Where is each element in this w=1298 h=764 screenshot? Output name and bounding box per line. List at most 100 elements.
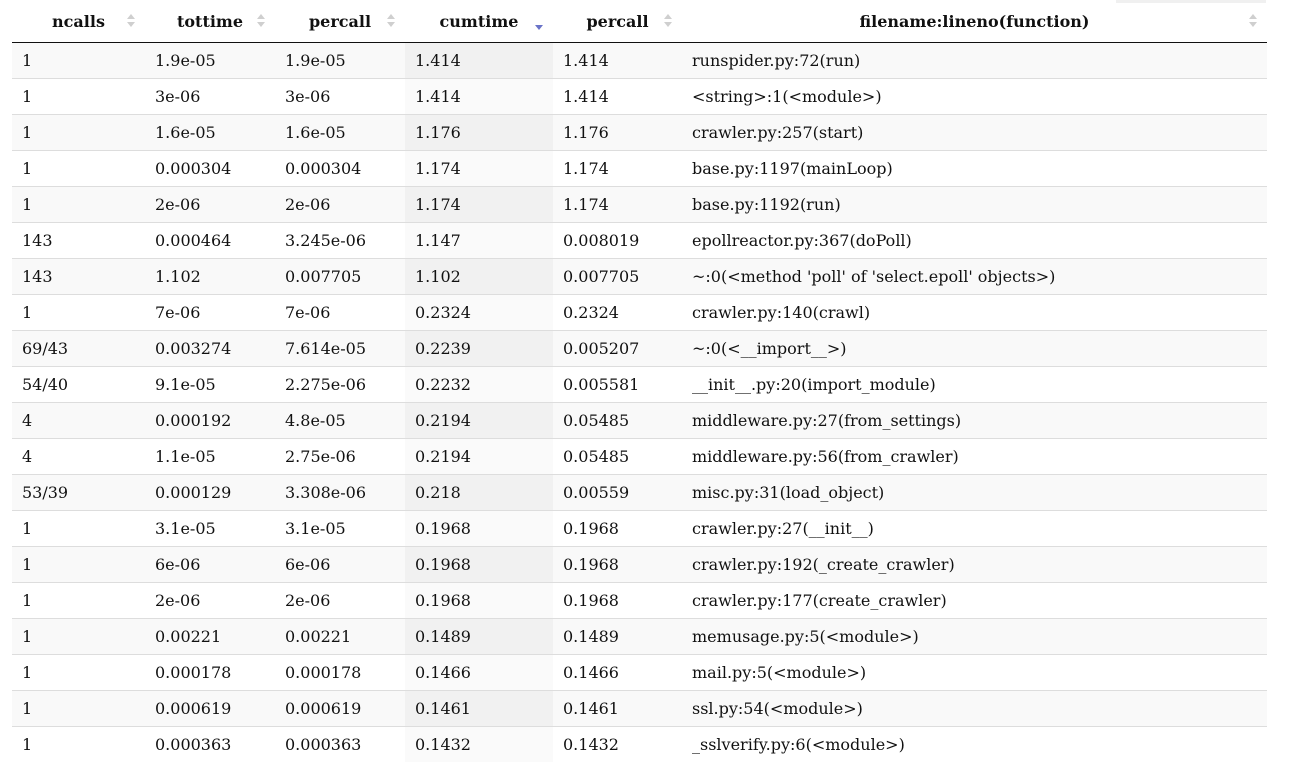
- cell-percall: 0.007705: [275, 258, 405, 295]
- cell-cumtime: 0.2324: [405, 294, 553, 331]
- cell-ncalls: 1: [12, 186, 145, 223]
- cell-percall-cum: 1.414: [553, 78, 682, 115]
- table-row: 1 1.9e-05 1.9e-05 1.414 1.414 runspider.py:72…: [12, 42, 1267, 79]
- table-row: 1 0.000619 0.000619 0.1461 0.1461 ssl.py:54(<…: [12, 690, 1267, 727]
- table-row: 69/43 0.003274 7.614e-05 0.2239 0.005207 ~:0(…: [12, 330, 1267, 367]
- table-row: 4 1.1e-05 2.75e-06 0.2194 0.05485 middleware.…: [12, 438, 1267, 475]
- table-row: 1 2e-06 2e-06 0.1968 0.1968 crawler.py:177(cr…: [12, 582, 1267, 619]
- column-header-cumtime[interactable]: cumtime: [405, 0, 553, 43]
- cell-ncalls: 1: [12, 294, 145, 331]
- cell-filename-lineno-function: crawler.py:140(crawl): [682, 294, 1267, 331]
- sort-icon[interactable]: [127, 14, 135, 30]
- cell-ncalls: 4: [12, 402, 145, 439]
- column-header-percall-cum[interactable]: percall: [553, 0, 682, 43]
- column-header-tottime[interactable]: tottime: [145, 0, 275, 43]
- cell-percall-cum: 0.1489: [553, 618, 682, 655]
- cell-cumtime: 0.1968: [405, 582, 553, 619]
- cell-percall-cum: 1.176: [553, 114, 682, 151]
- cell-percall: 3.245e-06: [275, 222, 405, 259]
- cell-filename-lineno-function: middleware.py:27(from_settings): [682, 402, 1267, 439]
- cell-filename-lineno-function: crawler.py:192(_create_crawler): [682, 546, 1267, 583]
- table-row: 1 0.000304 0.000304 1.174 1.174 base.py:1197(…: [12, 150, 1267, 187]
- cell-filename-lineno-function: ~:0(<method 'poll' of 'select.epoll' obj…: [682, 258, 1267, 295]
- sort-descending-icon[interactable]: [535, 14, 543, 30]
- cell-cumtime: 0.2232: [405, 366, 553, 403]
- column-header-label: cumtime: [439, 11, 519, 31]
- column-header-percall[interactable]: percall: [275, 0, 405, 43]
- cell-cumtime: 0.1432: [405, 726, 553, 762]
- cell-cumtime: 0.1461: [405, 690, 553, 727]
- cell-tottime: 1.6e-05: [145, 114, 275, 151]
- cell-ncalls: 54/40: [12, 366, 145, 403]
- cell-percall: 7.614e-05: [275, 330, 405, 367]
- cell-cumtime: 0.2194: [405, 438, 553, 475]
- cell-tottime: 0.003274: [145, 330, 275, 367]
- cell-cumtime: 0.1489: [405, 618, 553, 655]
- cell-percall: 2.275e-06: [275, 366, 405, 403]
- cell-cumtime: 1.174: [405, 186, 553, 223]
- column-header-label: ncalls: [52, 11, 105, 31]
- cell-tottime: 0.000619: [145, 690, 275, 727]
- cell-tottime: 0.00221: [145, 618, 275, 655]
- cell-percall-cum: 0.1968: [553, 582, 682, 619]
- cell-cumtime: 0.2239: [405, 330, 553, 367]
- sort-icon[interactable]: [387, 14, 395, 30]
- cell-filename-lineno-function: ssl.py:54(<module>): [682, 690, 1267, 727]
- table-row: 1 3.1e-05 3.1e-05 0.1968 0.1968 crawler.py:27…: [12, 510, 1267, 547]
- cell-tottime: 9.1e-05: [145, 366, 275, 403]
- sort-icon[interactable]: [664, 14, 672, 30]
- cell-tottime: 0.000178: [145, 654, 275, 691]
- cell-ncalls: 1: [12, 690, 145, 727]
- cell-percall-cum: 1.174: [553, 150, 682, 187]
- cell-percall-cum: 0.2324: [553, 294, 682, 331]
- cell-tottime: 2e-06: [145, 582, 275, 619]
- cell-filename-lineno-function: runspider.py:72(run): [682, 42, 1267, 79]
- cell-percall-cum: 0.05485: [553, 438, 682, 475]
- cell-cumtime: 0.1466: [405, 654, 553, 691]
- cell-percall-cum: 0.1432: [553, 726, 682, 762]
- cell-tottime: 1.102: [145, 258, 275, 295]
- cell-percall: 3e-06: [275, 78, 405, 115]
- cell-ncalls: 1: [12, 78, 145, 115]
- column-header-filename-lineno-function[interactable]: filename:lineno(function): [682, 0, 1267, 43]
- cell-filename-lineno-function: base.py:1197(mainLoop): [682, 150, 1267, 187]
- cell-cumtime: 0.1968: [405, 546, 553, 583]
- cell-percall: 1.6e-05: [275, 114, 405, 151]
- table-row: 1 6e-06 6e-06 0.1968 0.1968 crawler.py:192(_c…: [12, 546, 1267, 583]
- column-header-label: percall: [308, 11, 372, 31]
- cell-percall-cum: 0.1466: [553, 654, 682, 691]
- profile-stats-table: ncalls tottime percall cumtime percall filena…: [12, 0, 1267, 762]
- cell-ncalls: 69/43: [12, 330, 145, 367]
- cell-percall: 0.000363: [275, 726, 405, 762]
- cell-filename-lineno-function: __init__.py:20(import_module): [682, 366, 1267, 403]
- cell-percall: 0.000619: [275, 690, 405, 727]
- cell-percall-cum: 0.05485: [553, 402, 682, 439]
- cell-filename-lineno-function: base.py:1192(run): [682, 186, 1267, 223]
- cell-cumtime: 0.2194: [405, 402, 553, 439]
- cell-tottime: 3e-06: [145, 78, 275, 115]
- cell-ncalls: 1: [12, 150, 145, 187]
- table-row: 1 7e-06 7e-06 0.2324 0.2324 crawler.py:140(cr…: [12, 294, 1267, 331]
- cell-filename-lineno-function: _sslverify.py:6(<module>): [682, 726, 1267, 762]
- sort-icon[interactable]: [257, 14, 265, 30]
- cell-cumtime: 1.102: [405, 258, 553, 295]
- cell-percall: 6e-06: [275, 546, 405, 583]
- cell-percall: 4.8e-05: [275, 402, 405, 439]
- cell-percall: 0.00221: [275, 618, 405, 655]
- cell-cumtime: 1.176: [405, 114, 553, 151]
- cell-ncalls: 143: [12, 222, 145, 259]
- column-header-label: percall: [586, 11, 649, 31]
- table-row: 143 1.102 0.007705 1.102 0.007705 ~:0(<method…: [12, 258, 1267, 295]
- cell-ncalls: 1: [12, 726, 145, 762]
- cell-ncalls: 1: [12, 114, 145, 151]
- cell-ncalls: 143: [12, 258, 145, 295]
- cell-ncalls: 1: [12, 582, 145, 619]
- cell-percall-cum: 0.005581: [553, 366, 682, 403]
- table-row: 1 0.000178 0.000178 0.1466 0.1466 mail.py:5(<…: [12, 654, 1267, 691]
- cell-percall-cum: 0.00559: [553, 474, 682, 511]
- cell-filename-lineno-function: misc.py:31(load_object): [682, 474, 1267, 511]
- cell-percall-cum: 0.005207: [553, 330, 682, 367]
- column-header-ncalls[interactable]: ncalls: [12, 0, 145, 43]
- cell-filename-lineno-function: middleware.py:56(from_crawler): [682, 438, 1267, 475]
- sort-icon[interactable]: [1249, 14, 1257, 30]
